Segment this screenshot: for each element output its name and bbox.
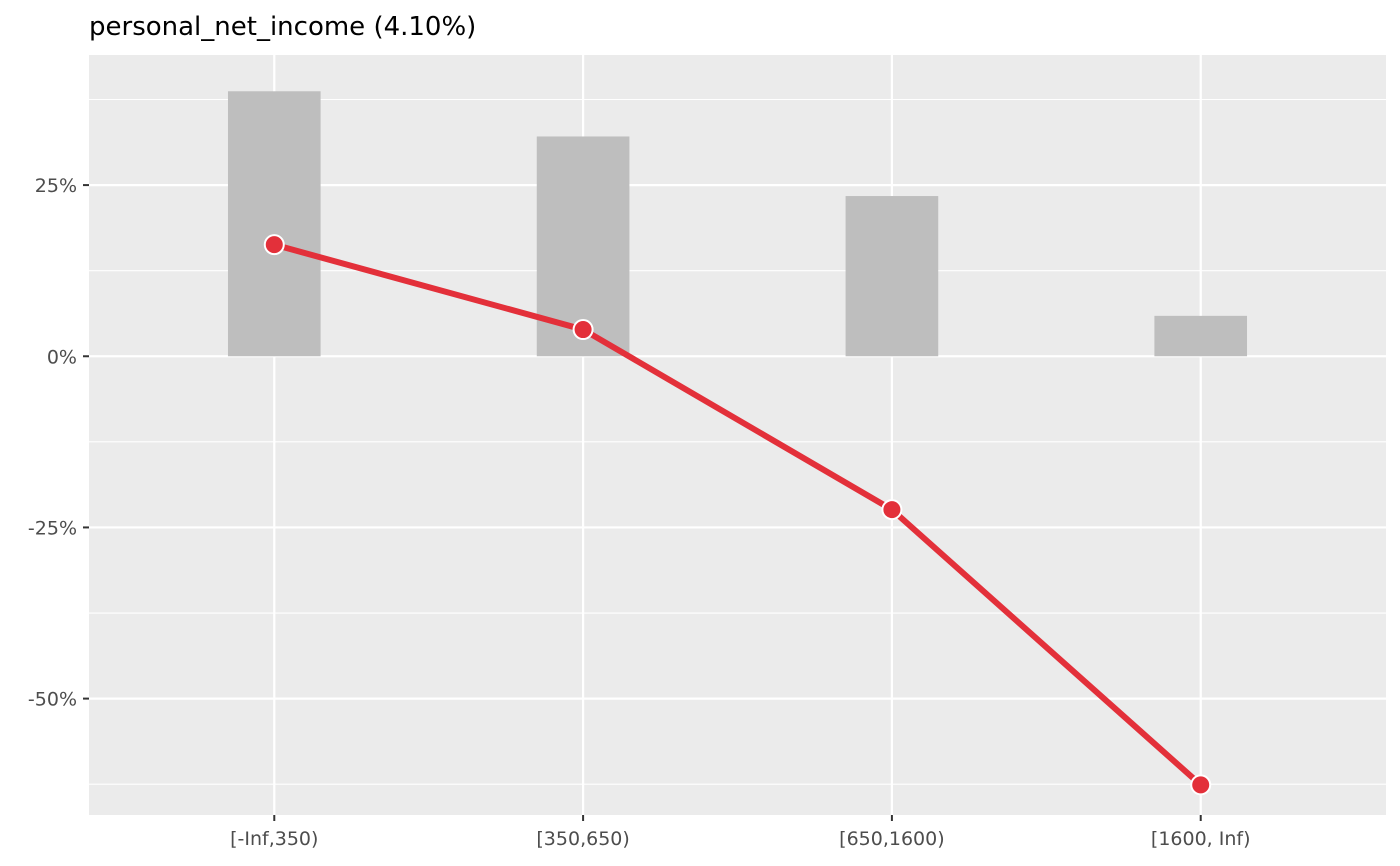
bar [1154, 315, 1248, 357]
line-point [572, 319, 594, 341]
line-point [263, 234, 285, 256]
y-tick-label: -50% [28, 689, 77, 711]
line-point [1190, 774, 1212, 796]
x-tick-label: [650,1600) [839, 828, 944, 850]
x-tick-label: [350,650) [536, 828, 629, 850]
bar-series [227, 91, 1248, 357]
y-axis: -50% -25% 0% 25% [28, 175, 89, 711]
chart-title: personal_net_income (4.10%) [89, 12, 476, 42]
line-point [881, 499, 903, 521]
x-axis: [-Inf,350) [350,650) [650,1600) [1600, Inf) [230, 815, 1251, 850]
y-tick-label: 25% [35, 175, 77, 197]
line-path [273, 241, 1203, 788]
y-tick-label: -25% [28, 517, 77, 539]
x-tick-label: [1600, Inf) [1151, 828, 1251, 850]
line-points [263, 234, 1212, 796]
bar [227, 91, 321, 357]
y-tick-label: 0% [47, 346, 77, 368]
line-series [273, 241, 1203, 788]
x-tick-label: [-Inf,350) [230, 828, 318, 850]
bar [845, 196, 939, 357]
